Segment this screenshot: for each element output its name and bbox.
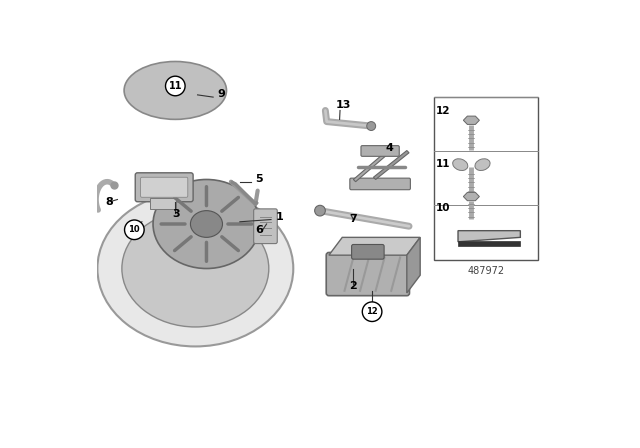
Ellipse shape [122, 210, 269, 327]
Ellipse shape [97, 190, 293, 346]
Circle shape [125, 220, 144, 240]
Circle shape [367, 121, 376, 130]
FancyArrowPatch shape [175, 198, 191, 211]
Text: 487972: 487972 [467, 266, 504, 276]
FancyBboxPatch shape [361, 146, 399, 156]
Circle shape [315, 205, 325, 216]
Text: 7: 7 [349, 214, 356, 224]
FancyBboxPatch shape [350, 178, 410, 190]
Text: 10: 10 [436, 202, 451, 213]
FancyBboxPatch shape [351, 245, 384, 259]
FancyArrowPatch shape [222, 198, 238, 211]
Polygon shape [463, 116, 479, 125]
Text: 12: 12 [366, 307, 378, 316]
FancyArrowPatch shape [222, 237, 238, 250]
Text: 3: 3 [172, 209, 180, 220]
FancyBboxPatch shape [150, 198, 176, 209]
FancyBboxPatch shape [141, 177, 188, 197]
Polygon shape [353, 153, 387, 182]
Text: 5: 5 [255, 174, 263, 184]
FancyArrowPatch shape [175, 237, 191, 250]
Text: 1: 1 [275, 211, 284, 222]
Text: 9: 9 [218, 89, 225, 99]
FancyBboxPatch shape [326, 253, 410, 296]
Text: 11: 11 [168, 81, 182, 91]
Ellipse shape [452, 159, 468, 171]
Ellipse shape [475, 159, 490, 171]
Text: 2: 2 [349, 280, 356, 291]
Circle shape [166, 76, 185, 96]
Text: 4: 4 [386, 142, 394, 152]
Text: 6: 6 [255, 225, 263, 235]
Text: 12: 12 [436, 106, 451, 116]
Polygon shape [329, 237, 420, 255]
Text: 11: 11 [436, 159, 451, 169]
FancyBboxPatch shape [135, 173, 193, 202]
Polygon shape [463, 192, 479, 201]
Circle shape [362, 302, 382, 322]
Text: 10: 10 [129, 225, 140, 234]
FancyBboxPatch shape [433, 97, 538, 260]
Text: 8: 8 [106, 197, 113, 207]
Polygon shape [373, 151, 409, 180]
Ellipse shape [191, 211, 223, 237]
Polygon shape [407, 237, 420, 293]
Polygon shape [458, 231, 520, 242]
Ellipse shape [124, 61, 227, 119]
FancyBboxPatch shape [253, 209, 277, 244]
Ellipse shape [153, 180, 260, 268]
Text: 13: 13 [335, 100, 351, 110]
FancyBboxPatch shape [458, 241, 520, 246]
Ellipse shape [169, 87, 182, 94]
